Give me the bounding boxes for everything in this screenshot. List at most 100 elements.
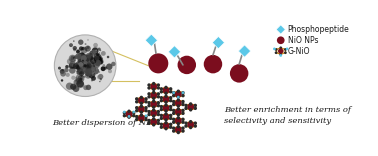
Circle shape <box>85 71 90 76</box>
Circle shape <box>82 62 88 68</box>
Circle shape <box>84 64 87 67</box>
Circle shape <box>80 53 84 57</box>
Circle shape <box>79 60 82 64</box>
Circle shape <box>75 53 82 59</box>
Circle shape <box>82 63 88 69</box>
Circle shape <box>91 50 97 56</box>
Circle shape <box>84 64 87 67</box>
Circle shape <box>135 100 138 104</box>
Circle shape <box>69 67 76 74</box>
Circle shape <box>83 64 86 67</box>
Circle shape <box>82 62 90 70</box>
Circle shape <box>286 47 288 50</box>
Circle shape <box>69 43 73 47</box>
Circle shape <box>101 51 106 56</box>
Circle shape <box>169 114 172 117</box>
Circle shape <box>138 106 145 113</box>
Circle shape <box>169 96 172 99</box>
Circle shape <box>84 61 87 64</box>
Circle shape <box>99 52 100 54</box>
Circle shape <box>90 75 91 77</box>
Circle shape <box>93 43 98 48</box>
Circle shape <box>83 63 89 69</box>
Circle shape <box>279 46 282 49</box>
Circle shape <box>85 64 90 70</box>
Circle shape <box>147 122 151 125</box>
Circle shape <box>163 105 169 112</box>
Circle shape <box>147 95 151 98</box>
Circle shape <box>175 117 182 124</box>
Circle shape <box>54 35 116 97</box>
Circle shape <box>194 104 197 107</box>
Circle shape <box>78 79 82 84</box>
Circle shape <box>181 94 185 97</box>
Circle shape <box>189 120 192 123</box>
Circle shape <box>163 87 169 94</box>
Circle shape <box>128 115 130 118</box>
Circle shape <box>87 55 90 58</box>
Circle shape <box>105 67 107 68</box>
Circle shape <box>96 58 104 65</box>
Circle shape <box>90 56 93 60</box>
Circle shape <box>169 123 172 126</box>
Circle shape <box>87 62 90 66</box>
Circle shape <box>86 63 88 65</box>
Circle shape <box>82 69 87 74</box>
Circle shape <box>169 105 172 108</box>
Circle shape <box>87 55 90 58</box>
Circle shape <box>177 125 180 128</box>
Circle shape <box>150 110 157 117</box>
Circle shape <box>152 105 155 109</box>
Circle shape <box>81 71 82 72</box>
Circle shape <box>84 57 88 61</box>
Circle shape <box>164 100 168 104</box>
Circle shape <box>127 110 131 113</box>
Circle shape <box>91 79 93 81</box>
Circle shape <box>58 67 61 70</box>
Circle shape <box>78 68 85 75</box>
Circle shape <box>79 54 83 58</box>
Circle shape <box>80 57 83 61</box>
Circle shape <box>94 53 98 58</box>
Circle shape <box>279 54 282 57</box>
Circle shape <box>76 82 79 84</box>
Circle shape <box>76 50 80 54</box>
Circle shape <box>73 85 79 92</box>
Circle shape <box>84 67 86 69</box>
Circle shape <box>279 53 282 56</box>
Circle shape <box>82 66 84 68</box>
Circle shape <box>76 78 80 82</box>
Circle shape <box>177 116 180 119</box>
Circle shape <box>140 105 143 108</box>
Circle shape <box>95 74 96 75</box>
Polygon shape <box>168 46 181 58</box>
Circle shape <box>275 51 277 54</box>
Circle shape <box>104 66 107 70</box>
Circle shape <box>95 49 97 51</box>
Circle shape <box>83 64 87 67</box>
Circle shape <box>77 65 82 70</box>
Circle shape <box>181 118 185 121</box>
Circle shape <box>96 56 101 62</box>
Circle shape <box>123 111 126 113</box>
Circle shape <box>91 69 93 70</box>
Circle shape <box>82 64 86 68</box>
Circle shape <box>83 64 90 71</box>
Circle shape <box>93 63 96 66</box>
Circle shape <box>194 121 197 125</box>
Circle shape <box>74 79 80 85</box>
Circle shape <box>60 71 66 77</box>
Circle shape <box>87 71 90 73</box>
Circle shape <box>96 54 102 60</box>
Circle shape <box>88 73 91 76</box>
Circle shape <box>156 122 160 125</box>
Circle shape <box>81 54 87 60</box>
Circle shape <box>79 54 80 56</box>
Circle shape <box>83 65 87 69</box>
Circle shape <box>169 126 172 129</box>
Circle shape <box>83 65 84 66</box>
Circle shape <box>81 55 87 61</box>
Circle shape <box>172 118 175 121</box>
Circle shape <box>273 47 276 50</box>
Circle shape <box>152 123 155 127</box>
